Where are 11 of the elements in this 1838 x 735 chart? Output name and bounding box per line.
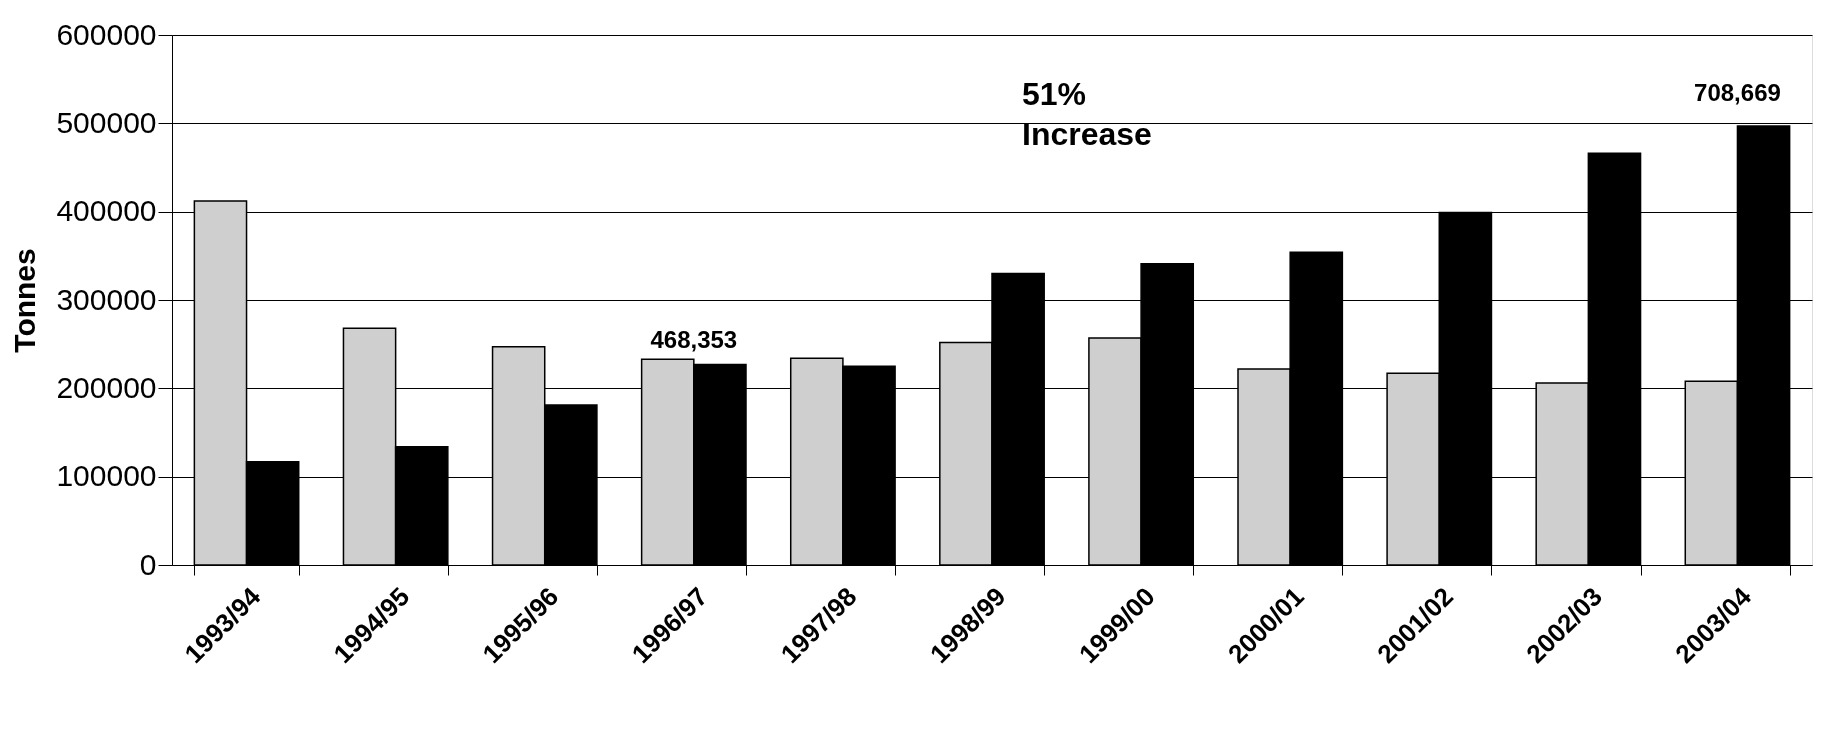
- y-tick-label: 500000: [56, 105, 157, 139]
- y-tick-label: 600000: [56, 17, 157, 51]
- y-tick-label: 200000: [56, 370, 157, 404]
- y-tick-label: 300000: [56, 282, 157, 316]
- y-axis-title: Tonnes: [8, 248, 42, 353]
- annotation: 51% Increase: [1022, 76, 1152, 152]
- y-tick-label: 400000: [56, 194, 157, 228]
- annotation: 708,669: [1694, 79, 1781, 106]
- y-tick-label: 0: [139, 547, 157, 581]
- annotation: 468,353: [650, 326, 738, 353]
- y-tick-label: 100000: [56, 459, 157, 493]
